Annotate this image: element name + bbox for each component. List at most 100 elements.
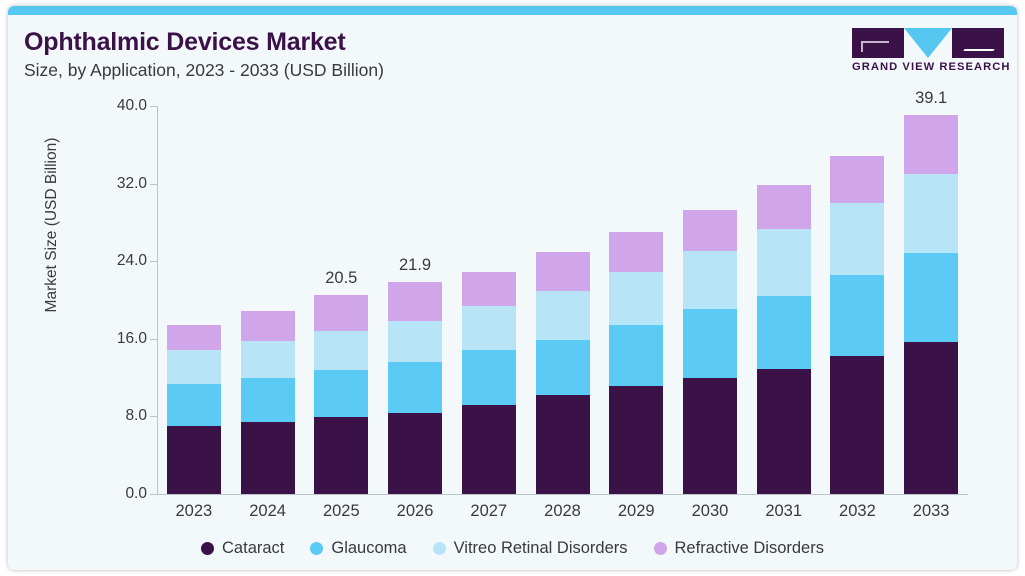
- y-axis-tick-label: 32.0: [116, 174, 147, 192]
- y-axis-tick-label: 40.0: [116, 97, 147, 114]
- y-axis-tick-label: 24.0: [116, 252, 147, 270]
- bar-column[interactable]: [609, 106, 664, 494]
- y-axis-tick-mark: [150, 106, 157, 107]
- y-axis-tick-mark: [150, 183, 157, 185]
- logo-right-block-icon: [952, 28, 1004, 58]
- bar-segment[interactable]: [682, 377, 737, 494]
- bar-column[interactable]: [240, 106, 295, 494]
- x-axis-tick-label: 2031: [765, 502, 803, 520]
- bar-segment[interactable]: [682, 308, 737, 378]
- y-axis-tick-mark: [150, 494, 157, 495]
- bar-column[interactable]: [461, 106, 516, 494]
- bar-segment[interactable]: [240, 340, 295, 378]
- bar-value-label: 39.1: [915, 88, 948, 107]
- bar-segment[interactable]: [388, 362, 443, 413]
- bar-segment[interactable]: [166, 325, 221, 351]
- chart-card: Ophthalmic Devices Market Size, by Appli…: [8, 6, 1017, 570]
- bar-segment[interactable]: [756, 368, 811, 494]
- bar-segment[interactable]: [240, 310, 295, 341]
- logo-triangle-icon: [904, 28, 952, 58]
- bar-segment[interactable]: [535, 291, 590, 340]
- logo-wordmark: GRAND VIEW RESEARCH: [852, 61, 1011, 73]
- bar-column[interactable]: [756, 106, 811, 494]
- x-axis-tick-label: 2030: [691, 502, 729, 520]
- grand-view-research-logo: GRAND VIEW RESEARCH: [852, 28, 1011, 80]
- bar-segment[interactable]: [904, 253, 959, 342]
- bar-segment[interactable]: [388, 321, 443, 363]
- legend-item[interactable]: Refractive Disorders: [653, 539, 824, 558]
- bar-segment[interactable]: [388, 412, 443, 494]
- x-axis-tick-label: 2024: [249, 502, 286, 520]
- bar-segment[interactable]: [461, 350, 516, 405]
- legend-label: Refractive Disorders: [674, 539, 824, 557]
- bar-segment[interactable]: [461, 271, 516, 306]
- logo-left-block-icon: [852, 28, 904, 58]
- bar-segment[interactable]: [461, 305, 516, 351]
- x-axis-tick-label: 2032: [839, 502, 876, 520]
- bar-segment[interactable]: [682, 209, 737, 251]
- bar-column[interactable]: [830, 106, 885, 494]
- bar-segment[interactable]: [166, 350, 221, 385]
- bar-segment[interactable]: [240, 377, 295, 423]
- legend-item[interactable]: Vitreo Retinal Disorders: [432, 539, 628, 558]
- y-axis-tick-label: 8.0: [125, 407, 147, 425]
- y-axis-tick-mark: [150, 261, 157, 263]
- y-axis-tick-label: 0.0: [125, 485, 147, 502]
- bar-column[interactable]: [166, 106, 221, 494]
- legend-color-swatch-icon: [310, 542, 324, 555]
- legend-color-swatch-icon: [432, 542, 446, 555]
- bar-segment[interactable]: [609, 325, 664, 387]
- legend-item[interactable]: Glaucoma: [310, 539, 407, 558]
- bar-segment[interactable]: [535, 339, 590, 396]
- bar-segment[interactable]: [388, 281, 443, 322]
- bar-segment[interactable]: [461, 404, 516, 494]
- x-axis-tick-label: 2023: [175, 502, 213, 520]
- legend-label: Cataract: [222, 539, 285, 557]
- x-axis-line: [157, 494, 968, 495]
- bar-segment[interactable]: [830, 274, 885, 357]
- bar-segment[interactable]: [314, 369, 369, 418]
- x-axis-tick-label: 2033: [912, 502, 950, 520]
- y-axis-tick-mark: [150, 416, 157, 418]
- bar-column[interactable]: [904, 106, 959, 494]
- bar-segment[interactable]: [314, 331, 369, 370]
- bar-segment[interactable]: [535, 395, 590, 494]
- page-subtitle: Size, by Application, 2023 - 2033 (USD B…: [24, 60, 384, 80]
- x-axis-tick-label: 2028: [544, 502, 581, 520]
- bar-segment[interactable]: [756, 184, 811, 230]
- logo-marks: [852, 28, 1004, 58]
- legend-item[interactable]: Cataract: [201, 539, 284, 558]
- bar-segment[interactable]: [830, 203, 885, 275]
- bar-segment[interactable]: [314, 295, 369, 332]
- bar-segment[interactable]: [609, 271, 664, 326]
- bar-segment[interactable]: [904, 114, 959, 174]
- bar-segment[interactable]: [240, 422, 295, 494]
- bar-column[interactable]: [535, 106, 590, 494]
- bar-segment[interactable]: [535, 252, 590, 292]
- bar-segment[interactable]: [830, 356, 885, 494]
- bar-value-label: 21.9: [398, 255, 432, 274]
- bar-segment[interactable]: [682, 250, 737, 309]
- legend-label: Glaucoma: [331, 539, 407, 557]
- bar-segment[interactable]: [166, 426, 221, 494]
- bar-segment[interactable]: [904, 173, 959, 254]
- bar-column[interactable]: [682, 106, 737, 494]
- bar-segment[interactable]: [314, 417, 369, 494]
- legend-label: Vitreo Retinal Disorders: [453, 539, 628, 557]
- y-axis-line: [157, 106, 158, 494]
- x-axis-tick-label: 2029: [617, 502, 655, 520]
- x-axis-tick-label: 2027: [470, 502, 508, 520]
- bar-segment[interactable]: [609, 232, 664, 272]
- bar-segment[interactable]: [830, 156, 885, 203]
- bar-segment[interactable]: [166, 384, 221, 427]
- bar-segment[interactable]: [756, 229, 811, 297]
- bar-segment[interactable]: [756, 296, 811, 369]
- bar-column[interactable]: [388, 106, 443, 494]
- y-axis-tick-mark: [150, 338, 157, 340]
- y-axis-label: Market Size (USD Billion): [43, 137, 60, 313]
- bar-column[interactable]: [314, 106, 369, 494]
- bar-segment[interactable]: [609, 386, 664, 494]
- bar-segment[interactable]: [904, 341, 959, 494]
- chart-legend: Cataract Glaucoma Vitreo Retinal Disorders…: [8, 539, 1017, 558]
- bar-value-label: 20.5: [325, 269, 358, 288]
